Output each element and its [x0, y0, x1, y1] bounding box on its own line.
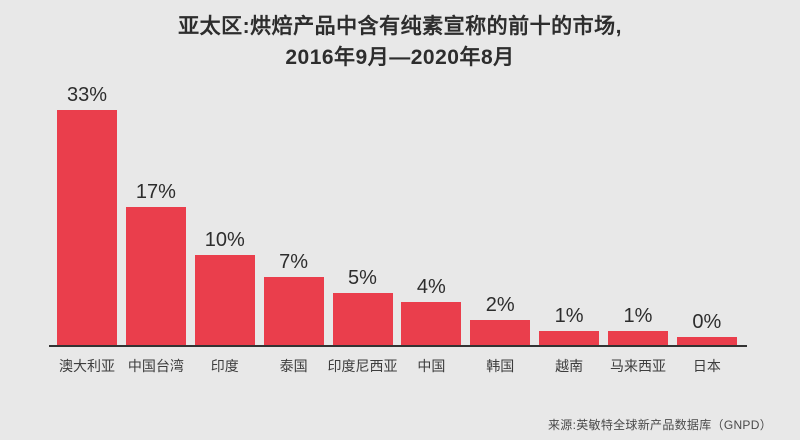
- bar-category-label: 韩国: [470, 356, 530, 376]
- bar-column: 5%: [332, 267, 393, 345]
- bar-category-label: 印度尼西亚: [328, 356, 398, 376]
- bar-column: 1%: [539, 305, 600, 345]
- bar: [539, 331, 600, 345]
- bar-value-label: 5%: [348, 267, 377, 289]
- plot-area: 33% 17% 10% 7% 5% 4% 2% 1% 1% 0%: [49, 0, 747, 347]
- bar-column: 10%: [194, 229, 255, 345]
- bar-category-label: 越南: [539, 356, 599, 376]
- chart-title: 亚太区:烘焙产品中含有纯素宣称的前十的市场, 2016年9月—2020年8月: [0, 11, 800, 73]
- chart-title-line2: 2016年9月—2020年8月: [285, 46, 515, 69]
- bar-category-label: 马来西亚: [608, 356, 668, 376]
- bar: [263, 277, 324, 345]
- source-note: 来源:英敏特全球新产品数据库（GNPD）: [547, 418, 772, 432]
- bar-value-label: 4%: [416, 276, 446, 298]
- bar-value-label: 1%: [554, 305, 584, 327]
- bar-value-label: 17%: [135, 181, 176, 203]
- bar-category-label: 日本: [677, 356, 737, 376]
- bar-value-label: 7%: [279, 251, 309, 273]
- bar-value-label: 0%: [692, 311, 722, 333]
- bar-category-text: 泰国: [279, 358, 308, 374]
- bar: [332, 293, 393, 345]
- bar-category-label: 泰国: [264, 356, 324, 376]
- bar: [57, 110, 117, 345]
- bar: [194, 255, 255, 345]
- bar-category-text: 日本: [692, 358, 721, 374]
- bar-column: 33%: [57, 84, 117, 345]
- bar-category-text: 中国台湾: [127, 358, 184, 374]
- bar-category-text: 韩国: [486, 358, 515, 374]
- chart-title-line1: 亚太区:烘焙产品中含有纯素宣称的前十的市场,: [178, 15, 622, 38]
- bar-category-text: 越南: [555, 358, 584, 374]
- bar: [125, 207, 186, 345]
- bar-category-text: 澳大利亚: [59, 358, 115, 374]
- bar-category-text: 马来西亚: [610, 358, 666, 374]
- bar-category-label: 印度: [195, 356, 255, 376]
- bar: [401, 302, 462, 345]
- bar: [676, 337, 737, 345]
- bar-column: 0%: [676, 311, 737, 345]
- x-axis-labels: 澳大利亚 中国台湾 印度 泰国 印度尼西亚 中国 韩国 越南 马来西亚 日本: [49, 356, 747, 376]
- bar-category-label: 澳大利亚: [57, 356, 117, 376]
- bar-chart: 33% 17% 10% 7% 5% 4% 2% 1% 1% 0% 澳大利亚 中国台湾 印度 泰国 印度尼西…: [49, 0, 747, 376]
- bar-category-text: 中国: [417, 358, 446, 374]
- bar-column: 1%: [608, 305, 668, 345]
- bar-category-label: 中国台湾: [126, 356, 186, 376]
- bar-category-text: 印度尼西亚: [327, 358, 398, 374]
- bar-column: 2%: [470, 294, 531, 345]
- bar-value-label: 1%: [623, 305, 653, 327]
- bar-value-label: 10%: [204, 229, 245, 251]
- bar-value-label: 33%: [66, 84, 108, 106]
- bar-column: 4%: [401, 276, 462, 345]
- bar-column: 17%: [125, 181, 186, 345]
- bar-category-text: 印度: [210, 358, 239, 374]
- bar-value-label: 2%: [485, 294, 515, 316]
- bar: [470, 320, 531, 345]
- bar: [608, 331, 668, 345]
- bar-column: 7%: [263, 251, 324, 345]
- bar-category-label: 中国: [401, 356, 461, 376]
